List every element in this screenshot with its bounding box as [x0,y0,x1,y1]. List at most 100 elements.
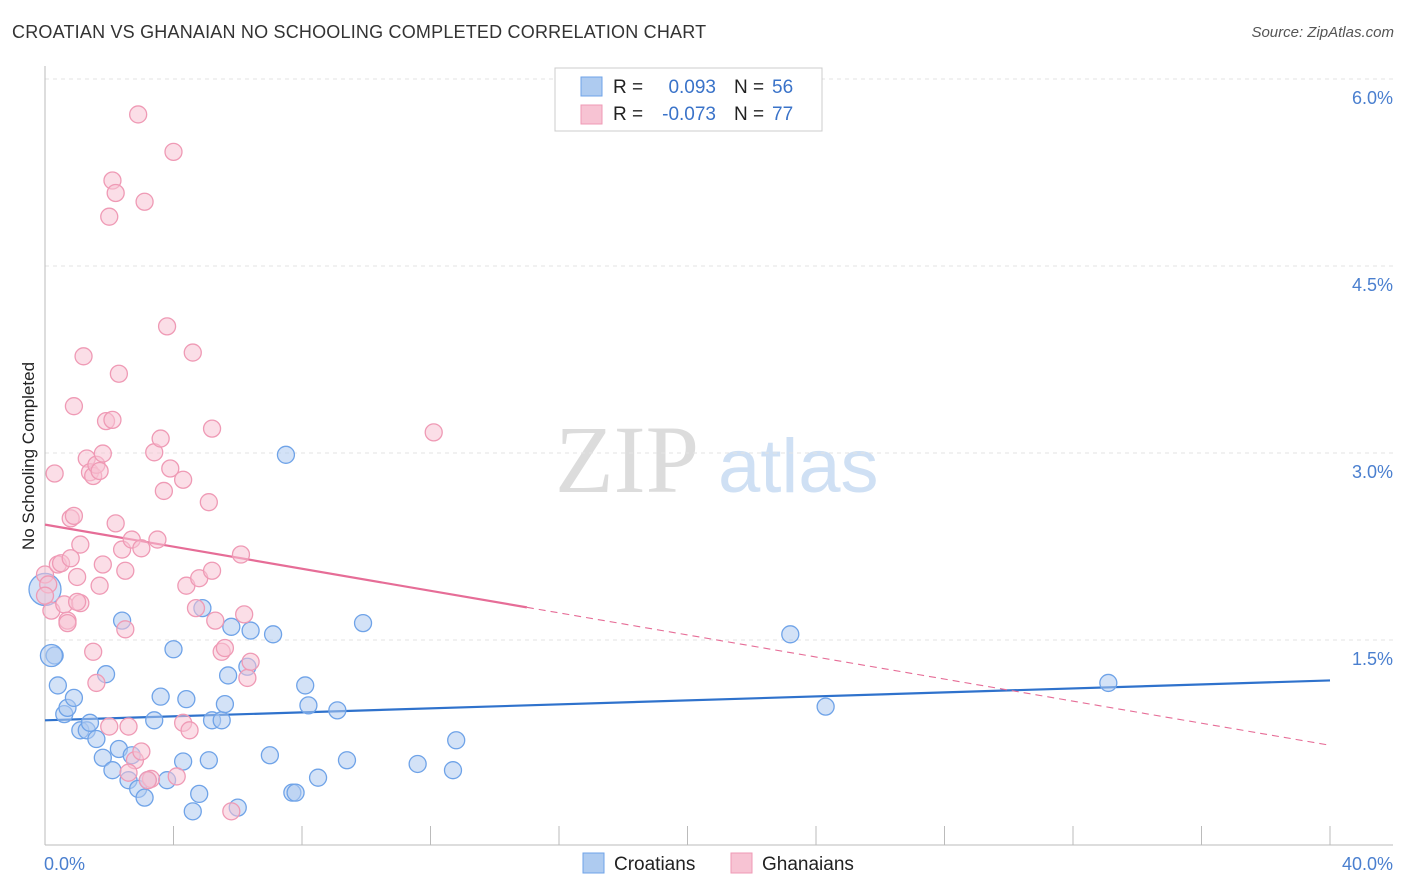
croatian-point-29 [199,751,218,770]
croatian-point-43 [296,676,315,695]
ghanaian-point-22 [90,576,109,595]
legend-r-label-2: R = [613,104,643,125]
croatian-point-26 [183,802,202,821]
croatian-point-25 [177,689,196,709]
ghanaian-point-45 [154,481,174,501]
legend-n-value-1: 56 [772,77,793,98]
ghanaian-point-74 [61,549,80,568]
tick-labels: 1.5% 3.0% 4.5% 6.0% 0.0% 40.0% [44,88,1393,874]
ghanaian-point-3 [45,464,64,483]
y-tick-label-0: 1.5% [1352,649,1393,669]
croatian-point-48 [353,613,373,633]
chart-title: CROATIAN VS GHANAIAN NO SCHOOLING COMPLE… [12,22,707,42]
croatian-point-18 [135,788,154,807]
ghanaian-point-34 [116,561,135,580]
ghanaian-point-50 [173,470,193,489]
ghanaian-point-62 [222,802,241,821]
ghanaian-point-10 [64,506,84,526]
ghanaian-point-31 [106,183,125,203]
legend-r-value-2: -0.073 [662,104,716,125]
ghanaian-point-72 [100,717,119,736]
watermark-atlas: atlas [718,424,879,509]
croatian-point-55 [39,643,64,668]
ghanaian-trend-line [44,523,528,609]
croatian-point-21 [151,687,170,706]
croatian-point-2 [48,676,67,695]
croatian-point-37 [241,621,260,640]
bottom-legend-label-croatians: Croatians [614,854,695,875]
ghanaian-point-48 [164,142,183,162]
y-tick-label-2: 4.5% [1352,275,1393,295]
ghanaian-point-71 [138,771,157,790]
ghanaian-point-61 [215,638,235,658]
croatian-point-33 [218,666,238,685]
ghanaian-point-20 [87,673,106,693]
ghanaian-point-56 [199,493,218,512]
croatian-point-10 [93,748,112,767]
ghanaian-point-67 [424,423,443,442]
ghanaian-point-58 [202,419,222,438]
bottom-legend-swatch-croatians [582,852,605,874]
ghanaian-point-8 [58,613,77,633]
ghanaian-point-24 [93,444,112,463]
ghanaian-point-47 [161,459,180,478]
ghanaian-point-35 [119,717,138,736]
legend-n-label-2: N = [734,104,764,125]
ghanaian-point-75 [67,592,87,612]
croatian-point-40 [276,445,296,464]
ghanaian-point-23 [93,555,112,574]
ghanaian-trend-line-dashed [526,606,1331,746]
croatian-point-8 [80,713,100,732]
y-tick-label-3: 6.0% [1352,88,1393,108]
croatian-point-47 [337,751,357,770]
croatian-point-45 [308,768,328,787]
ghanaian-point-46 [157,317,177,336]
croatian-point-50 [447,731,466,750]
x-tick-label-0: 0.0% [44,854,85,874]
ghanaian-point-15 [74,347,93,366]
croatian-point-51 [443,761,463,780]
croatian-point-38 [260,746,280,765]
ghanaian-point-38 [129,105,148,124]
ghanaian-point-68 [35,586,55,605]
croatian-point-39 [263,625,283,644]
croatian-point-49 [408,754,427,774]
ghanaian-point-11 [64,397,84,416]
legend-swatch-croatians [580,76,603,97]
top-legend: R = 0.093 N = 56 R = -0.073 N = 77 [554,67,823,132]
croatian-point-9 [87,729,106,749]
ghanaian-point-30 [109,364,129,383]
croatian-point-35 [222,617,241,636]
chart-source: Source: ZipAtlas.com [1251,24,1394,41]
ghanaian-point-43 [148,530,167,549]
croatian-point-53 [816,697,835,716]
y-axis-title: No Schooling Completed [19,362,38,550]
watermark-zip: ZIP [555,406,699,513]
ghanaian-point-21 [90,461,109,481]
croatian-point-20 [145,711,164,730]
legend-swatch-ghanaians [580,104,603,125]
ghanaian-point-33 [116,620,135,639]
ghanaian-point-57 [202,561,222,580]
ghanaian-point-59 [206,611,225,630]
bottom-legend: Croatians Ghanaians [582,852,854,875]
legend-n-label-1: N = [734,77,764,98]
ghanaian-point-53 [180,721,199,740]
ghanaian-point-28 [103,410,122,430]
croatian-point-23 [164,640,183,659]
croatian-point-46 [328,701,347,720]
ghanaian-point-63 [231,545,251,564]
ghanaian-point-49 [167,767,186,786]
ghanaian-point-40 [135,192,154,211]
axes [44,66,1393,846]
legend-n-value-2: 77 [772,104,793,125]
data-points [28,105,1118,821]
croatian-point-52 [781,625,800,644]
ghanaian-point-76 [186,598,206,618]
croatian-trend-line [44,679,1331,722]
x-tick-label-1: 40.0% [1342,854,1393,874]
croatian-point-42 [286,783,305,802]
ghanaian-point-70 [132,742,151,761]
ghanaian-point-54 [183,343,202,362]
